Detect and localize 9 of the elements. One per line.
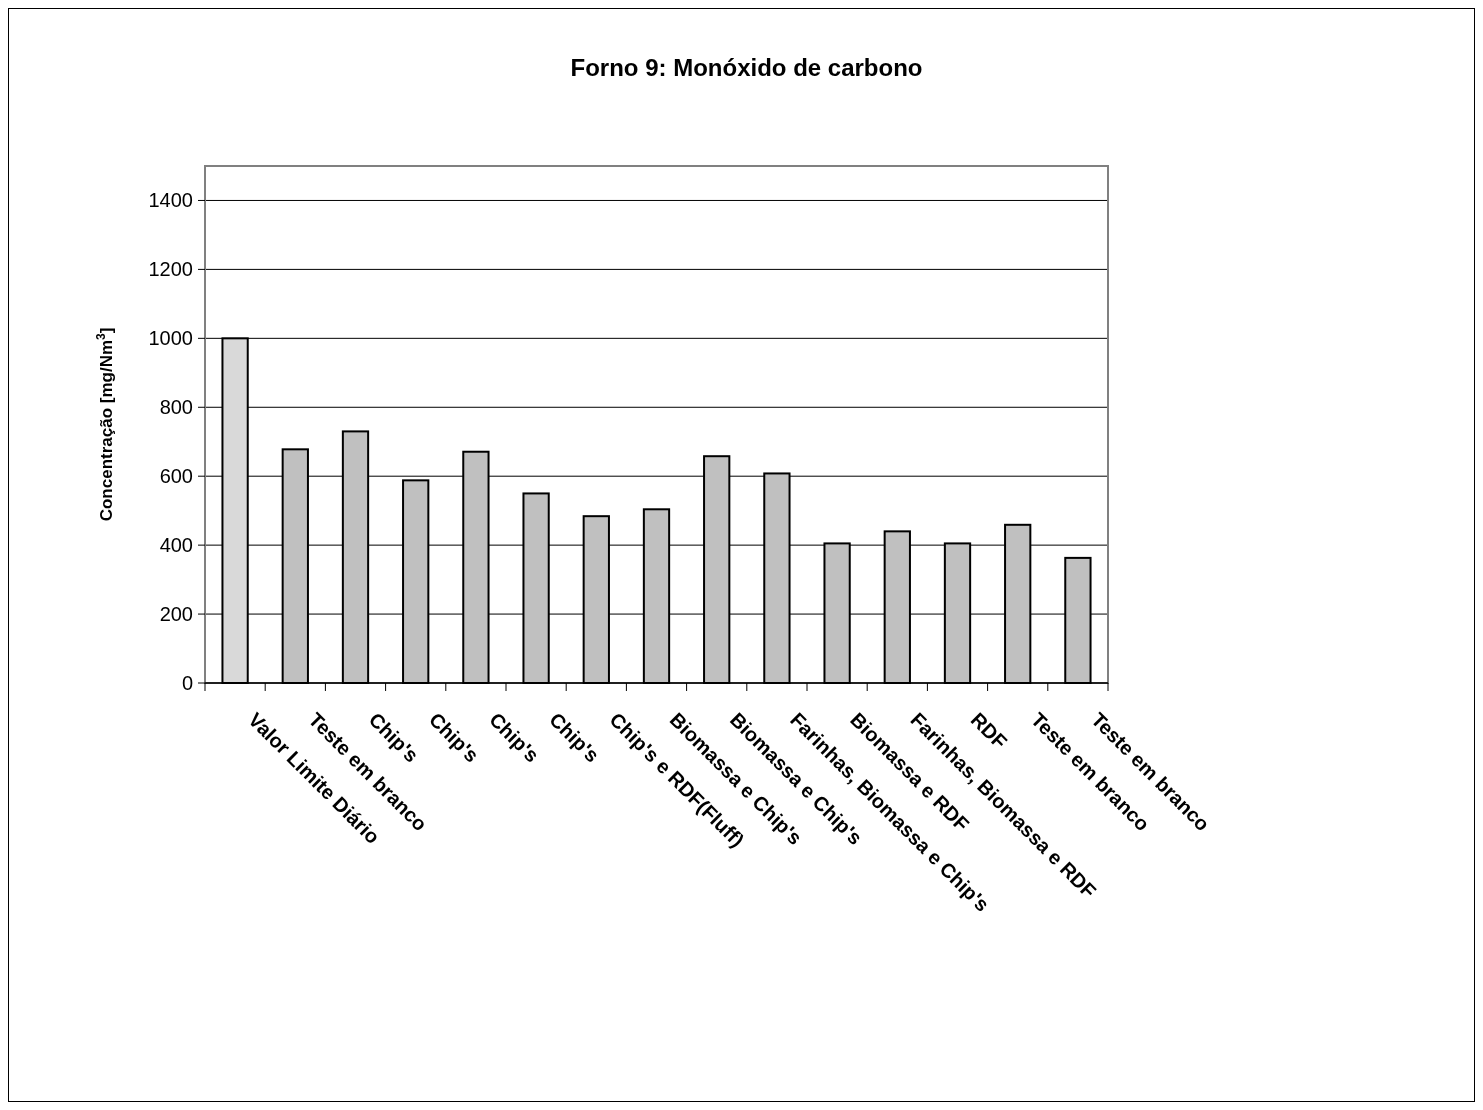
- y-tick-label: 1000: [148, 327, 193, 350]
- y-tick-label: 400: [159, 534, 193, 557]
- chart-title: Forno 9: Monóxido de carbono: [570, 54, 923, 81]
- y-tick-label: 800: [159, 396, 193, 419]
- y-tick-label: 0: [181, 672, 193, 694]
- y-tick-label: 200: [159, 603, 193, 626]
- y-tick-label: 1400: [148, 189, 193, 212]
- y-tick-label: 1200: [148, 258, 193, 281]
- y-tick-label: 600: [159, 465, 193, 488]
